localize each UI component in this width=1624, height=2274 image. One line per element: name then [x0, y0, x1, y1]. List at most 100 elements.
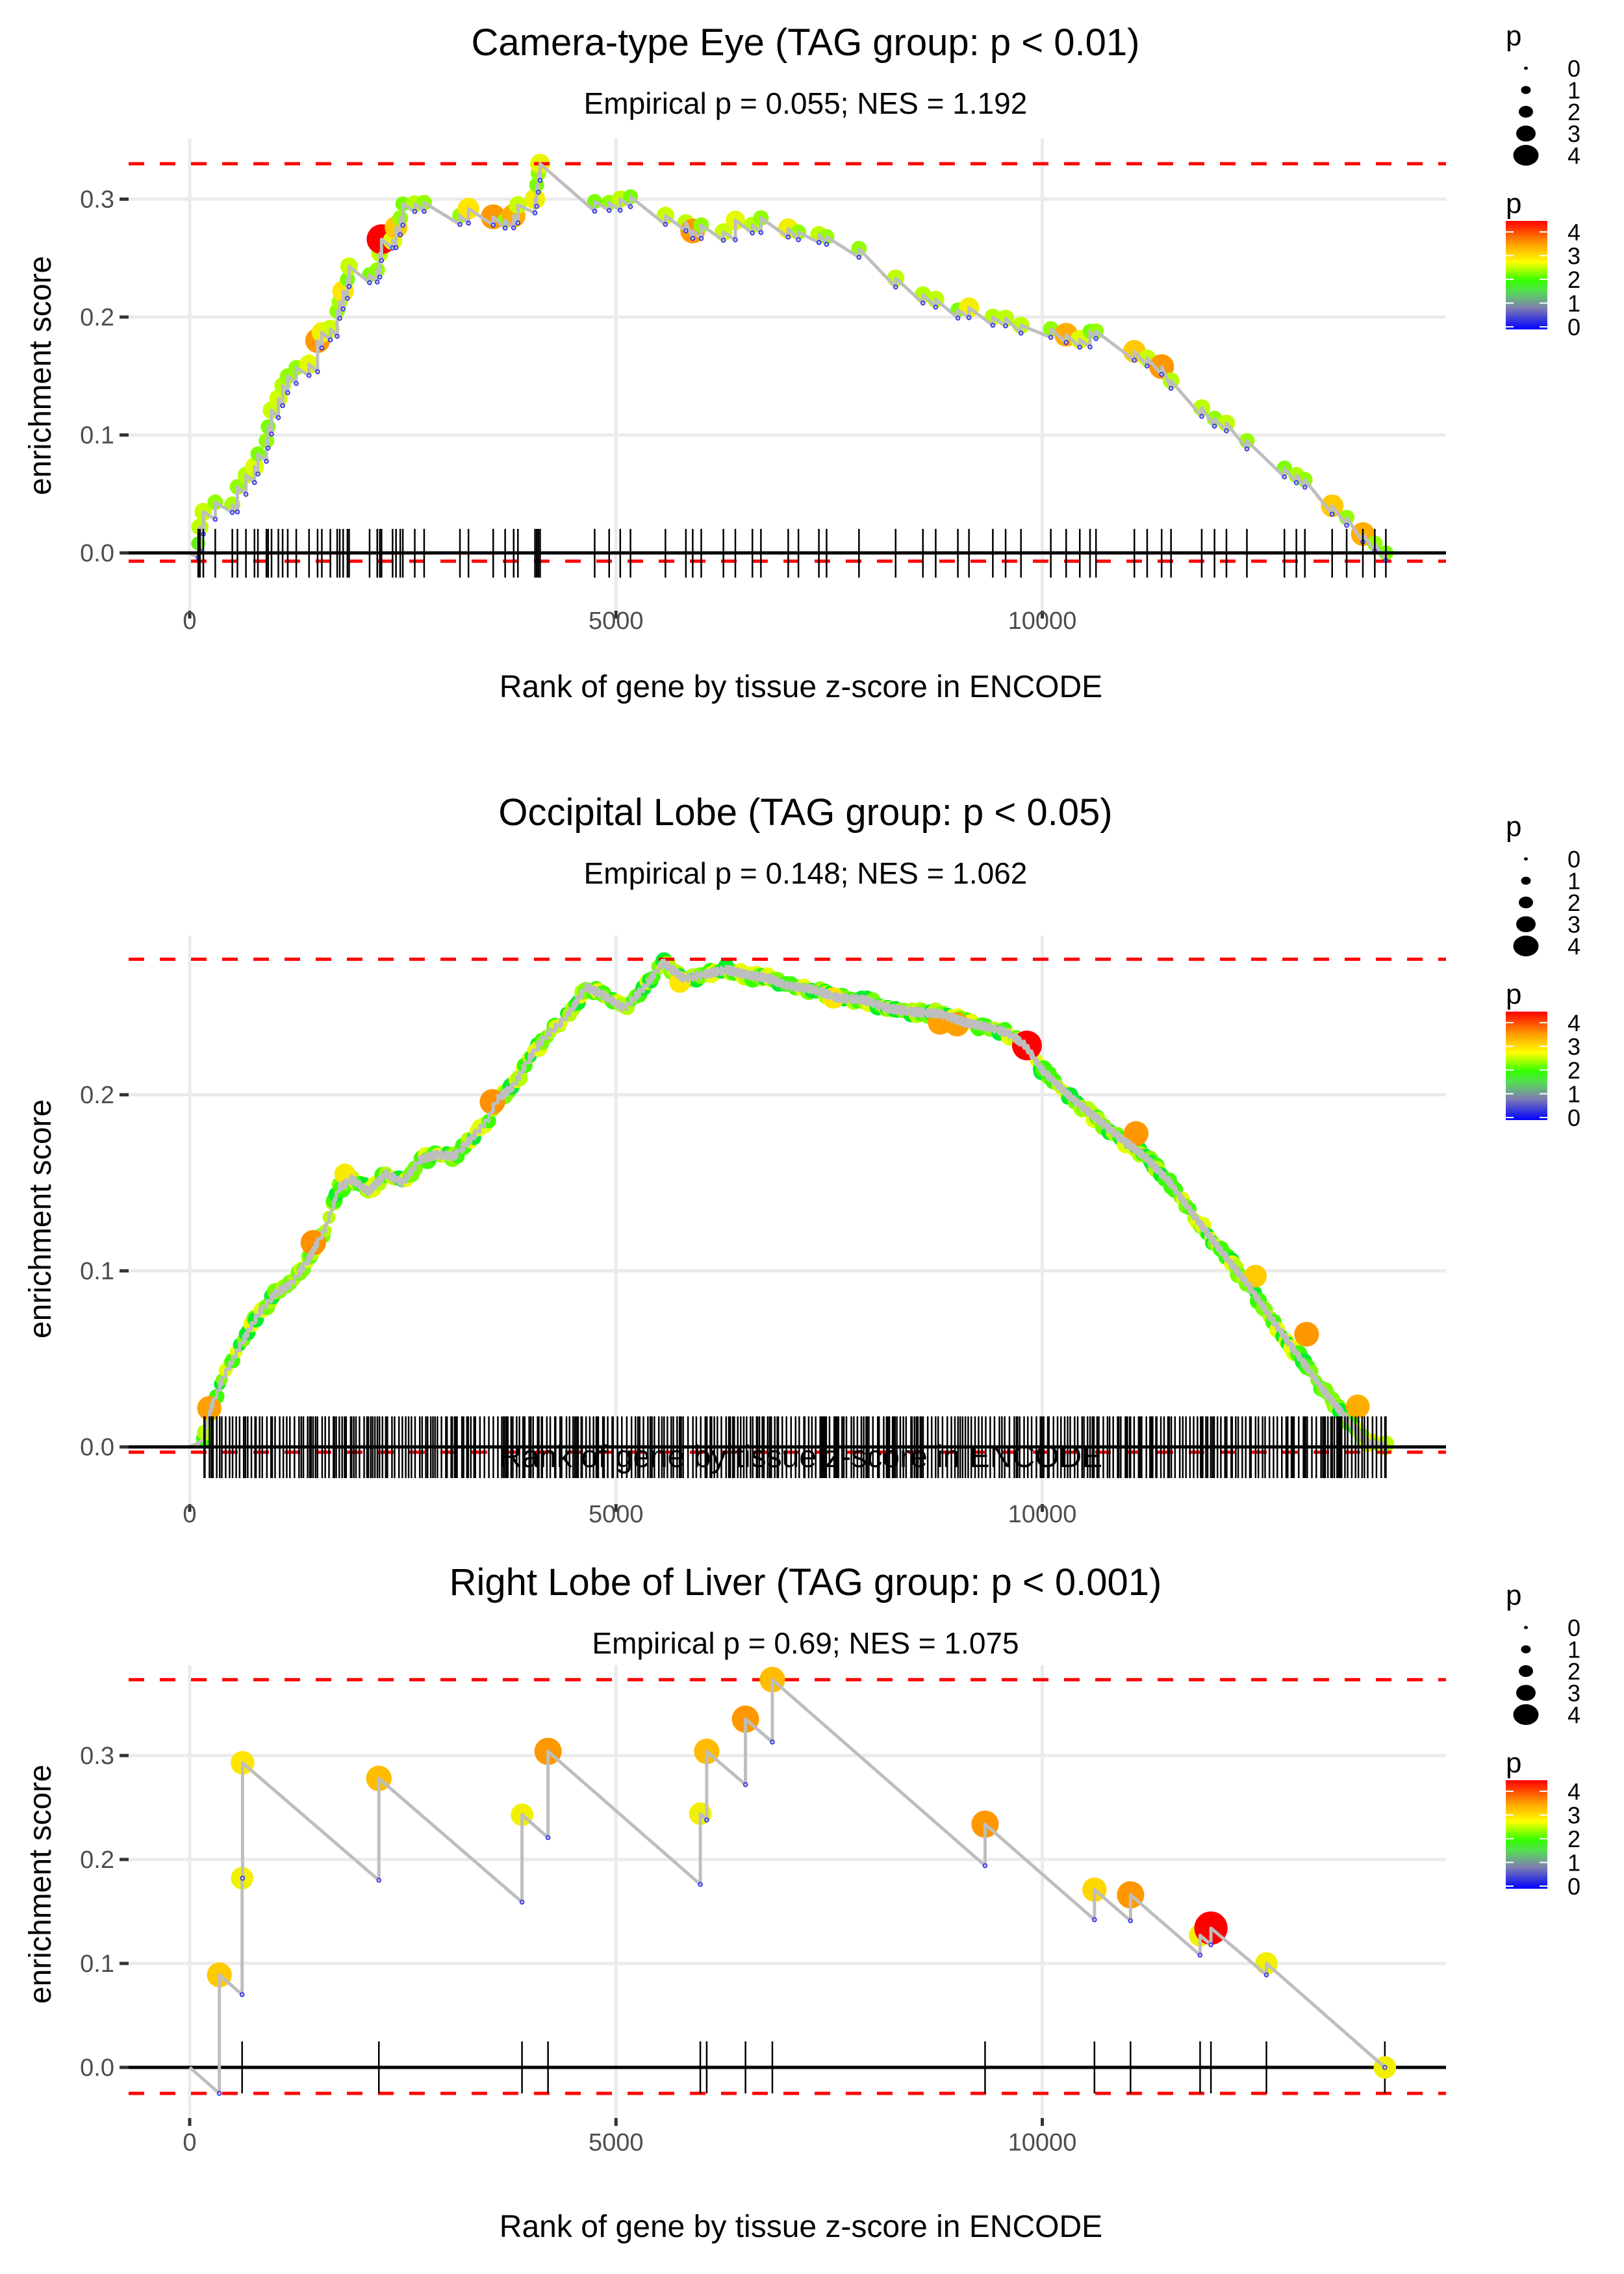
es-point-highlight — [1244, 1264, 1267, 1288]
es-trough-point — [502, 225, 508, 231]
es-trough-point — [816, 240, 822, 246]
x-axis-title: Rank of gene by tissue z-score in ENCODE — [500, 1440, 1102, 1474]
x-axis-title: Rank of gene by tissue z-score in ENCODE — [500, 2210, 1102, 2244]
color-legend-label: 0 — [1567, 314, 1580, 340]
running-es-curve — [188, 1678, 1386, 2095]
size-legend-label: 1 — [1567, 77, 1580, 104]
x-tick-label: 0 — [183, 607, 196, 635]
es-trough-point — [375, 279, 380, 285]
y-tick-label: 0.1 — [80, 1258, 114, 1285]
es-trough-point — [319, 345, 325, 351]
size-legend-dot — [1513, 1704, 1539, 1725]
es-trough-point — [982, 1863, 988, 1869]
es-trough-point — [212, 517, 218, 522]
es-trough-point — [422, 209, 427, 214]
es-trough-point — [856, 255, 862, 260]
size-legend-label: 4 — [1567, 1702, 1580, 1728]
color-legend-title: p — [1506, 1747, 1521, 1779]
es-trough-point — [240, 1876, 246, 1881]
y-axis-title: enrichment score — [23, 1765, 58, 2004]
y-tick-label: 0.0 — [80, 1434, 114, 1461]
es-trough-point — [345, 296, 350, 301]
size-legend-dot — [1513, 145, 1539, 166]
size-legend-dot — [1521, 876, 1531, 885]
size-legend-label: 3 — [1567, 1680, 1580, 1707]
running-es-curve — [188, 162, 1388, 563]
size-legend-dot — [1521, 1645, 1531, 1654]
size-legend-label: 2 — [1567, 1658, 1580, 1685]
es-trough-point — [466, 220, 471, 226]
y-tick-label: 0.3 — [80, 186, 114, 214]
y-axis-title: enrichment score — [23, 1099, 58, 1338]
color-legend-title: p — [1506, 188, 1521, 220]
plot-area: 0 5000 10000 0.0 0.1 0.2 — [80, 936, 1446, 1528]
es-trough-point — [340, 306, 346, 312]
size-legend-label: 0 — [1567, 55, 1580, 82]
color-legend-label: 1 — [1567, 1850, 1580, 1876]
color-legend-label: 4 — [1567, 1778, 1580, 1805]
es-trough-point — [1212, 424, 1217, 429]
es-trough-point — [607, 208, 612, 213]
x-tick-label: 0 — [183, 1501, 196, 1528]
es-trough-point — [733, 237, 738, 242]
size-legend-dot — [1516, 916, 1536, 932]
es-trough-point — [1077, 344, 1082, 350]
size-legend-label: 2 — [1567, 99, 1580, 125]
es-trough-point — [511, 225, 516, 231]
es-trough-point — [327, 337, 333, 342]
es-trough-point — [920, 300, 926, 306]
es-point-highlight — [1294, 1322, 1319, 1347]
es-point-highlight — [1345, 1394, 1370, 1418]
panel-subtitle: Empirical p = 0.148; NES = 1.062 — [584, 856, 1028, 890]
size-legend-dot — [1524, 1626, 1528, 1629]
size-legend-dot — [1519, 105, 1533, 118]
es-trough-point — [1197, 1952, 1203, 1958]
es-trough-point — [377, 274, 383, 280]
y-tick-label: 0.2 — [80, 304, 114, 331]
es-trough-point — [1018, 330, 1024, 336]
es-trough-point — [337, 316, 342, 321]
size-legend-dot — [1519, 896, 1533, 909]
color-legend-label: 2 — [1567, 266, 1580, 293]
es-trough-point — [266, 445, 271, 451]
x-tick-label: 10000 — [1008, 2129, 1077, 2156]
es-trough-point — [1224, 428, 1229, 433]
es-trough-point — [785, 235, 791, 240]
es-trough-point — [532, 210, 538, 216]
panel-camera-type-eye: Camera-type Eye (TAG group: p < 0.01) Em… — [23, 20, 1580, 704]
es-trough-point — [515, 220, 521, 225]
size-legend-label: 4 — [1567, 142, 1580, 169]
es-trough-point — [824, 242, 830, 247]
es-trough-point — [243, 492, 249, 497]
size-legend-label: 2 — [1567, 889, 1580, 916]
es-trough-point — [536, 189, 541, 195]
es-trough-point — [1128, 1918, 1134, 1924]
x-tick-label: 5000 — [589, 1501, 644, 1528]
es-trough-point — [335, 333, 340, 339]
es-trough-point — [750, 230, 755, 236]
es-trough-point — [346, 284, 352, 289]
size-legend-title: p — [1506, 20, 1521, 52]
es-trough-point — [393, 245, 399, 250]
x-tick-label: 5000 — [589, 2129, 644, 2156]
es-trough-point — [307, 373, 312, 378]
size-legend-title: p — [1506, 811, 1521, 843]
size-legend-label: 0 — [1567, 1615, 1580, 1641]
color-legend-label: 3 — [1567, 1034, 1580, 1060]
size-legend-label: 1 — [1567, 868, 1580, 895]
x-tick-label: 5000 — [589, 607, 644, 635]
es-point-highlight — [197, 1396, 222, 1421]
x-tick-label: 10000 — [1008, 1501, 1077, 1528]
es-trough-point — [1263, 1972, 1269, 1978]
es-trough-point — [1132, 357, 1137, 363]
es-trough-point — [1302, 485, 1308, 490]
es-trough-point — [294, 381, 299, 387]
es-trough-point — [264, 459, 269, 464]
color-bar — [1506, 221, 1547, 329]
size-legend-dot — [1513, 936, 1539, 956]
size-legend-title: p — [1506, 1579, 1521, 1611]
es-trough-point — [966, 315, 972, 320]
y-tick-label: 0.1 — [80, 1950, 114, 1978]
